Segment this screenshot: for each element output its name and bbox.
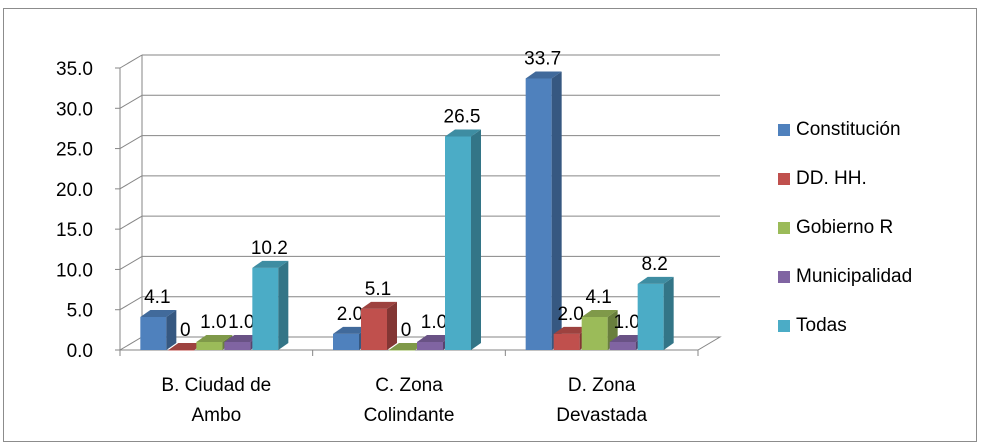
bar-side (278, 260, 289, 350)
bar (252, 267, 279, 350)
data-label: 1.0 (421, 312, 447, 333)
data-label: 10.2 (251, 238, 288, 259)
data-label: 1.0 (228, 312, 254, 333)
bar (609, 341, 636, 350)
data-label: 8.2 (641, 254, 667, 275)
x-tick-label: Ambo (192, 405, 242, 426)
bar (389, 350, 415, 351)
chart-legend: Constitución DD. HH. Gobierno R Municipalid… (778, 118, 974, 363)
bar-top (333, 326, 369, 334)
bar (637, 283, 664, 350)
bar-top (445, 129, 481, 137)
legend-label: Municipalidad (796, 266, 913, 287)
x-tick-label: Colindante (364, 405, 455, 426)
y-tick-label: 20.0 (56, 180, 93, 201)
bar-top (637, 276, 674, 284)
legend-item: Gobierno R (778, 216, 974, 240)
gridline-depth (119, 54, 143, 69)
gridline-depth (119, 135, 143, 150)
x-tick-label: B. Ciudad de (161, 375, 271, 396)
bar-top (252, 260, 289, 268)
legend-swatch (778, 173, 790, 185)
data-label: 33.7 (524, 48, 561, 69)
bar-side (166, 309, 177, 350)
bar-top (168, 343, 205, 350)
chart-frame (3, 8, 977, 442)
bar-top (224, 334, 261, 342)
bar (581, 316, 608, 350)
legend-label: Constitución (796, 119, 901, 140)
bar (196, 341, 223, 350)
y-tick-label: 25.0 (56, 140, 93, 161)
bar-top (609, 334, 646, 342)
data-label: 0 (180, 320, 191, 341)
legend-swatch (778, 222, 790, 234)
data-label: 5.1 (365, 279, 391, 300)
legend-item: DD. HH. (778, 167, 974, 191)
y-tick-label: 5.0 (67, 301, 93, 322)
gridline-depth (119, 255, 143, 270)
bar-top (553, 326, 590, 334)
bar (168, 350, 195, 351)
bar-top (389, 343, 425, 350)
legend-label: DD. HH. (796, 168, 867, 189)
bar (361, 308, 387, 350)
bar-top (417, 334, 453, 342)
bar-top (525, 71, 562, 79)
bar (417, 341, 443, 350)
legend-item: Todas (778, 314, 974, 338)
y-tick-label: 15.0 (56, 220, 93, 241)
gridline-depth (119, 215, 143, 230)
data-label: 1.0 (613, 312, 639, 333)
bar-side (663, 276, 674, 350)
x-tick-label: Devastada (556, 405, 647, 426)
bar (553, 333, 580, 350)
x-tick-label: C. Zona (375, 375, 443, 396)
bar-top (581, 309, 618, 317)
bar (140, 316, 167, 350)
data-label: 4.1 (144, 287, 170, 308)
y-tick-label: 0.0 (67, 341, 93, 362)
bar-side (471, 129, 481, 350)
gridline-depth (119, 175, 143, 190)
data-label: 1.0 (200, 312, 226, 333)
legend-label: Todas (796, 315, 847, 336)
y-tick-label: 30.0 (56, 99, 93, 120)
bar (333, 333, 359, 350)
gridline-depth (119, 296, 143, 311)
bar-side (387, 301, 397, 350)
legend-swatch (778, 124, 790, 136)
bar (224, 341, 251, 350)
x-tick-label: D. Zona (568, 375, 636, 396)
data-label: 0 (401, 320, 412, 341)
legend-label: Gobierno R (796, 217, 894, 238)
bar (445, 136, 471, 350)
bar-side (551, 71, 562, 350)
bar-top (140, 309, 177, 317)
gridline-depth (119, 94, 143, 109)
bar-top (361, 301, 397, 309)
legend-swatch (778, 271, 790, 283)
data-label: 2.0 (557, 304, 583, 325)
data-label: 2.0 (337, 304, 363, 325)
legend-item: Municipalidad (778, 265, 974, 289)
bar-top (196, 334, 233, 342)
data-label: 26.5 (444, 106, 481, 127)
y-tick-label: 10.0 (56, 260, 93, 281)
bar (525, 78, 552, 350)
legend-swatch (778, 320, 790, 332)
legend-item: Constitución (778, 118, 974, 142)
data-label: 4.1 (585, 287, 611, 308)
y-tick-label: 35.0 (56, 59, 93, 80)
